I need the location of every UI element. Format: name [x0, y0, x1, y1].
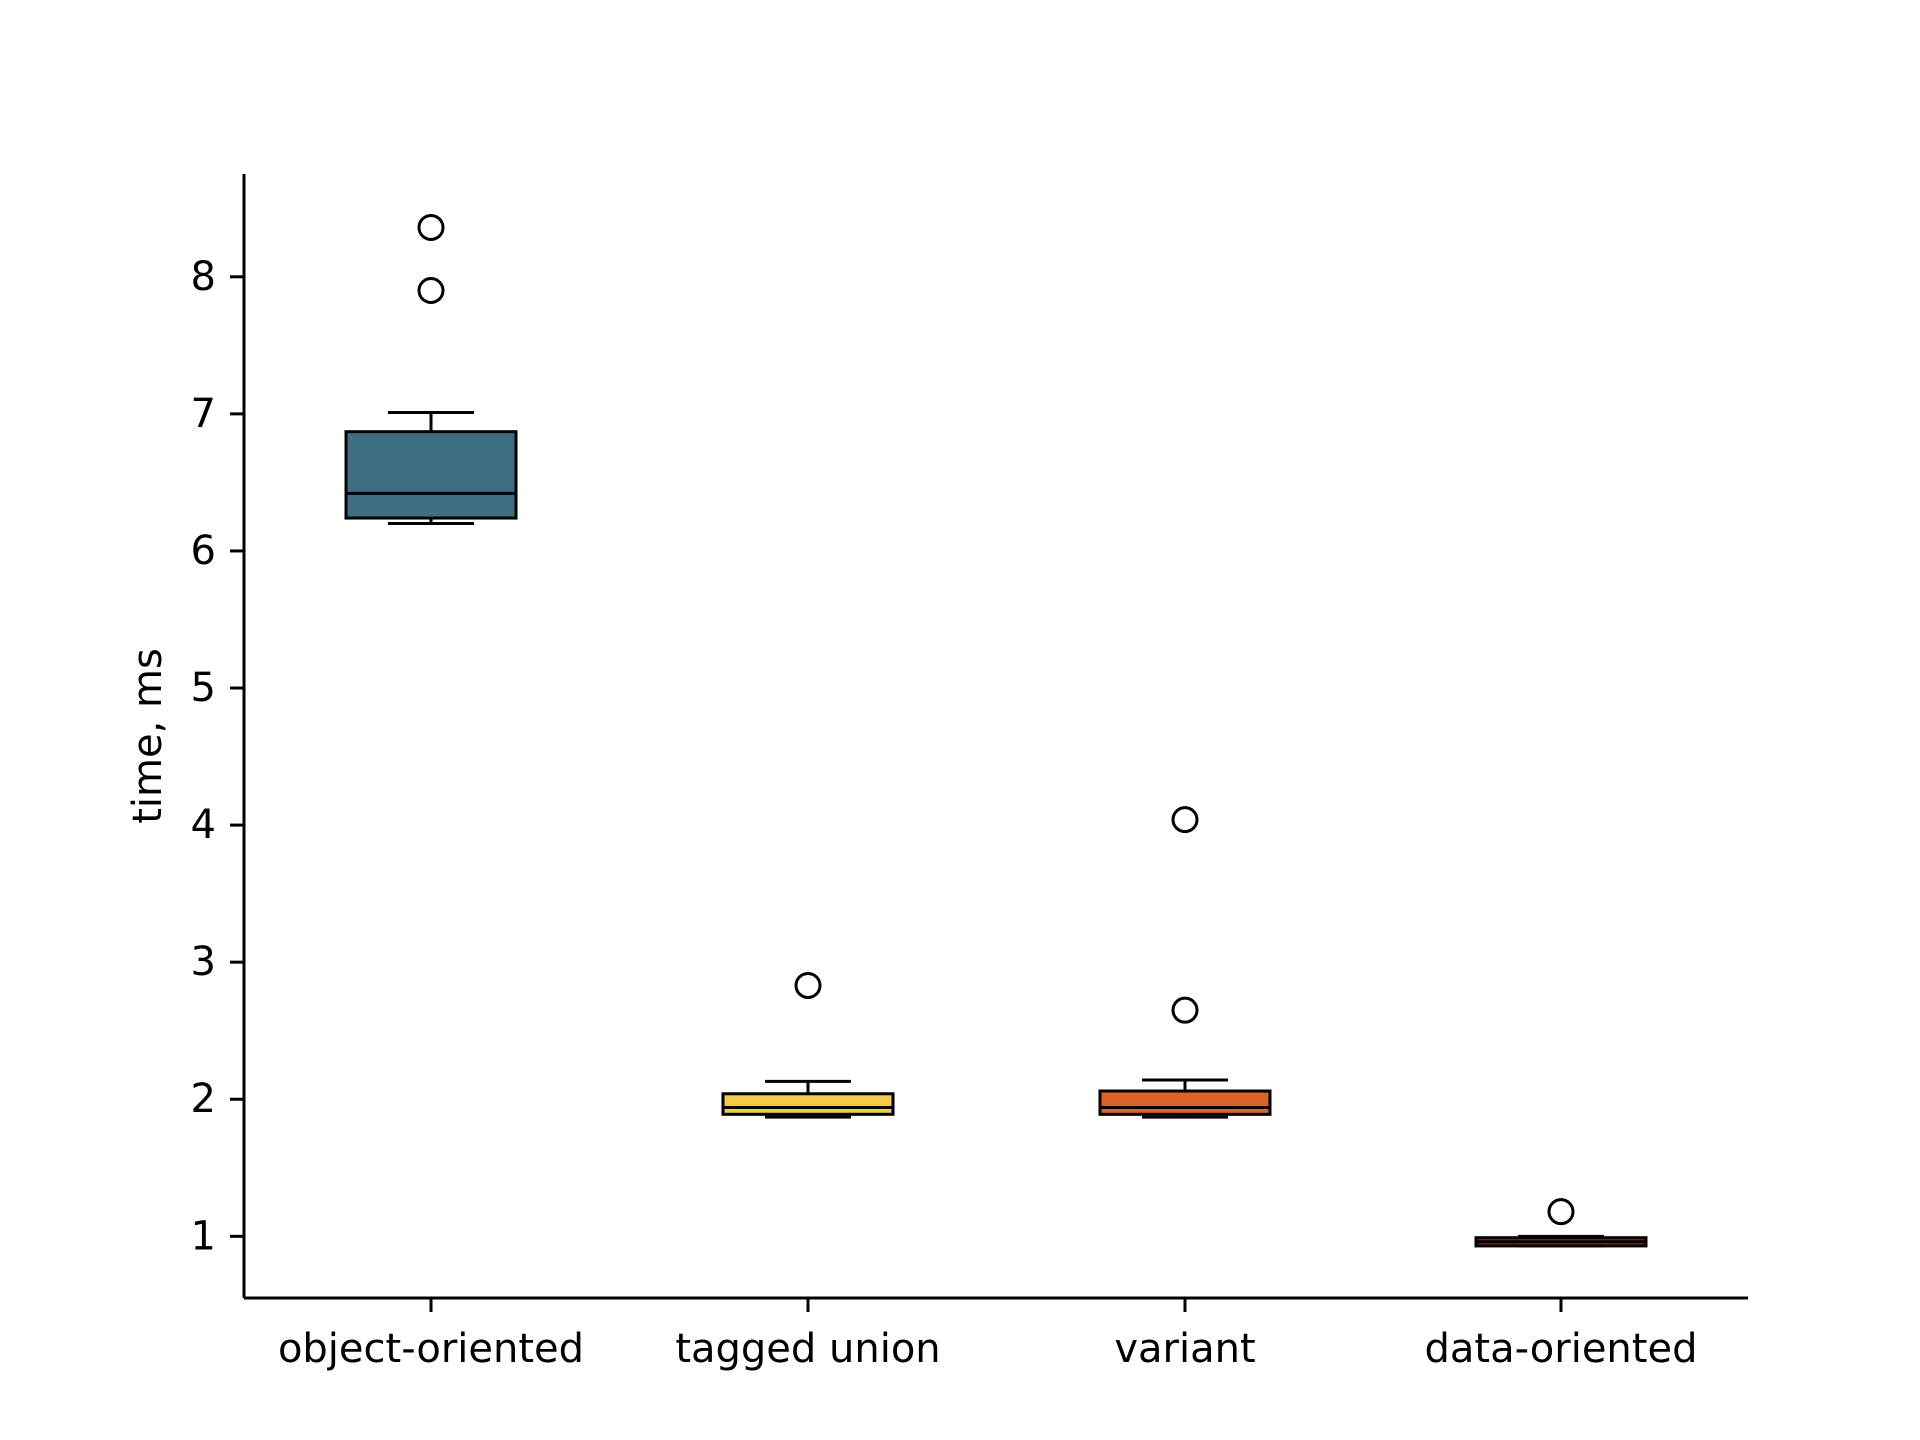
- box-group-3: [1098, 806, 1272, 1119]
- box-group-2: [721, 971, 895, 1119]
- outlier-point: [417, 277, 445, 305]
- box-group-4: [1474, 1198, 1648, 1248]
- box: [1098, 1089, 1272, 1116]
- y-tick-label: 8: [191, 254, 216, 300]
- x-tick-label: tagged union: [675, 1326, 940, 1372]
- y-tick-label: 4: [191, 802, 216, 848]
- y-tick-label: 2: [191, 1076, 216, 1122]
- outlier-point: [794, 971, 822, 999]
- y-ticks: 1 2 3 4 5 6 7 8: [191, 254, 244, 1259]
- y-axis-label: time, ms: [125, 648, 171, 824]
- x-tick-label: object-oriented: [278, 1326, 584, 1372]
- x-tick-label: variant: [1114, 1326, 1255, 1372]
- x-ticks: object-oriented tagged union variant data-o…: [278, 1298, 1698, 1372]
- y-tick-label: 7: [191, 391, 216, 437]
- x-tick-label: data-oriented: [1425, 1326, 1698, 1372]
- y-tick-label: 6: [191, 528, 216, 574]
- outlier-point: [1547, 1198, 1575, 1226]
- y-tick-label: 3: [191, 939, 216, 985]
- y-tick-label: 1: [191, 1213, 216, 1259]
- outlier-point: [1171, 806, 1199, 834]
- box-group-1: [344, 213, 518, 526]
- box: [344, 430, 518, 520]
- box: [721, 1092, 895, 1116]
- y-tick-label: 5: [191, 665, 216, 711]
- outlier-point: [1171, 996, 1199, 1024]
- plot-area: [344, 213, 1648, 1248]
- outlier-point: [417, 213, 445, 241]
